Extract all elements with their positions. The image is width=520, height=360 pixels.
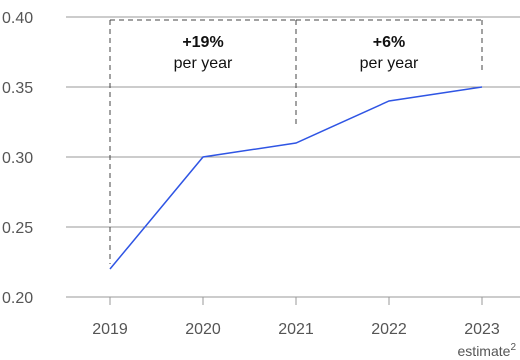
growth-rate-caption: per year: [174, 55, 233, 72]
x-tick-label: 2020: [185, 321, 221, 338]
period-brackets: +19% per year +6% per year: [109, 19, 483, 264]
y-tick-label: 0.20: [2, 290, 33, 307]
growth-rate-label: +19%: [182, 34, 223, 51]
y-tick-label: 0.30: [2, 150, 33, 167]
growth-rate-caption: per year: [360, 55, 419, 72]
x-tick-label: 2021: [278, 321, 314, 338]
x-axis-note: estimate2: [458, 342, 517, 359]
y-tick-label: 0.40: [2, 10, 33, 27]
growth-rate-label: +6%: [373, 34, 405, 51]
x-tick-label: 2023: [464, 321, 500, 338]
x-tick-label: 2022: [371, 321, 407, 338]
series-line: [109, 86, 483, 270]
x-axis-ticks: 2019 2020 2021 2022 2023: [92, 297, 500, 338]
y-tick-label: 0.35: [2, 80, 33, 97]
grid-lines: [66, 16, 520, 298]
y-tick-label: 0.25: [2, 220, 33, 237]
y-axis-ticks: 0.20 0.25 0.30 0.35 0.40: [2, 10, 33, 307]
x-tick-label: 2019: [92, 321, 128, 338]
